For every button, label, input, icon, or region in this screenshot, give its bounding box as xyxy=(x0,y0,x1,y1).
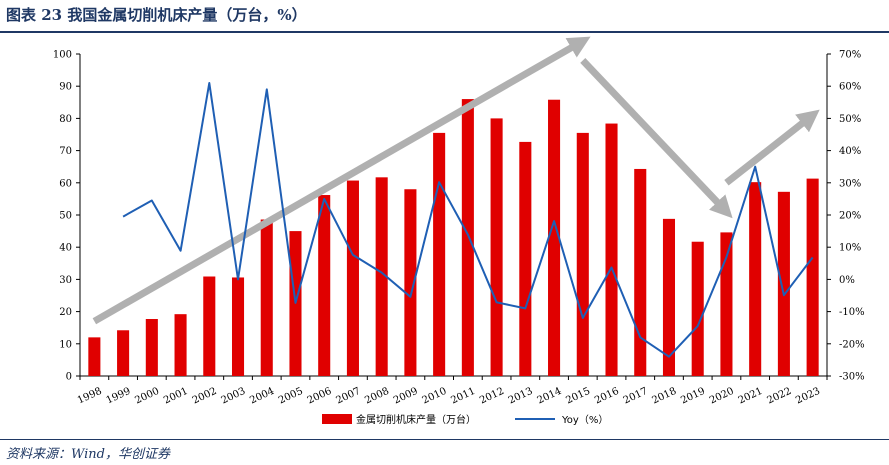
x-axis-tick-label: 2001 xyxy=(162,386,190,407)
bar xyxy=(490,118,503,377)
left-axis-tick-label: 30 xyxy=(59,275,72,286)
left-axis-tick-label: 20 xyxy=(59,307,72,318)
x-axis-tick-label: 2019 xyxy=(679,386,707,407)
bar xyxy=(519,141,532,376)
bar xyxy=(720,232,733,376)
left-axis-tick-label: 10 xyxy=(59,339,72,350)
bar xyxy=(375,177,388,376)
x-axis-tick-label: 2014 xyxy=(536,386,564,407)
x-axis-tick-label: 2006 xyxy=(306,386,334,407)
bar xyxy=(806,178,819,376)
x-axis-tick-label: 2008 xyxy=(363,386,391,407)
x-axis-tick-label: 2016 xyxy=(593,386,621,407)
footer-divider xyxy=(0,439,889,440)
trend-arrow xyxy=(724,109,820,186)
bar xyxy=(749,182,762,376)
bar xyxy=(346,180,359,376)
bar xyxy=(203,276,216,376)
line-series xyxy=(122,82,814,358)
x-axis-tick-label: 2013 xyxy=(507,386,535,407)
bar xyxy=(404,189,417,376)
right-axis-tick-label: 10% xyxy=(839,243,861,254)
right-axis-tick-label: -20% xyxy=(839,339,865,350)
bar xyxy=(605,123,618,376)
x-axis-tick-label: 2005 xyxy=(277,386,305,407)
right-axis-tick-label: 20% xyxy=(839,211,861,222)
left-axis-tick-label: 90 xyxy=(59,82,72,93)
x-axis-tick-label: 2023 xyxy=(794,386,822,407)
legend-label-bars: 金属切削机床产量（万台） xyxy=(356,413,476,426)
bar xyxy=(433,132,446,376)
bar xyxy=(88,337,101,376)
legend-label-line: Yoy（%） xyxy=(561,414,608,426)
x-axis-tick-label: 2004 xyxy=(248,386,276,407)
x-axis-tick-label: 2018 xyxy=(651,386,679,407)
x-axis-tick-label: 2009 xyxy=(392,386,420,407)
legend-swatch-bars xyxy=(322,414,352,424)
bar xyxy=(231,277,245,376)
right-axis-tick-label: -30% xyxy=(839,372,865,383)
x-axis-tick-label: 2020 xyxy=(708,386,736,407)
right-axis-tick-label: 70% xyxy=(839,50,861,61)
trend-arrow xyxy=(580,58,733,219)
bar xyxy=(691,241,704,376)
x-axis-tick-label: 2011 xyxy=(449,386,477,407)
bar xyxy=(318,195,331,376)
bar xyxy=(548,99,561,376)
left-axis-tick-label: 40 xyxy=(59,243,72,254)
legend: 金属切削机床产量（万台） Yoy（%） xyxy=(322,413,608,426)
bar xyxy=(174,314,187,376)
x-axis-tick-label: 2002 xyxy=(191,386,219,407)
bar xyxy=(576,132,589,376)
right-axis-tick-label: 40% xyxy=(839,146,861,157)
right-axis-tick-label: 50% xyxy=(839,114,861,125)
bar xyxy=(260,219,273,376)
bar xyxy=(634,168,647,376)
source-note: 资料来源：Wind，华创证券 xyxy=(6,447,170,462)
x-axis-tick-label: 2015 xyxy=(564,386,592,407)
x-axis-tick-label: 1999 xyxy=(105,386,133,407)
x-axis-tick-label: 2022 xyxy=(765,386,793,407)
chart: 0 10 20 30 40 50 60 70 80 90 100 -30% -20% -10% 0% 10% 2… xyxy=(53,36,865,426)
right-axis-tick-label: -10% xyxy=(839,307,865,318)
bar xyxy=(461,99,474,376)
x-axis-tick-label: 2012 xyxy=(478,386,506,407)
chart-axes xyxy=(76,53,831,380)
x-axis-tick-label: 2000 xyxy=(133,386,161,407)
right-axis-tick-label: 0% xyxy=(839,275,855,286)
right-axis-tick-label: 60% xyxy=(839,82,861,93)
x-axis-tick-label: 2007 xyxy=(334,386,362,407)
left-axis-tick-label: 100 xyxy=(53,50,72,61)
bar-series xyxy=(88,99,819,377)
chart-title: 图表 23 我国金属切削机床产量（万台，%） xyxy=(6,6,307,24)
bar xyxy=(117,330,130,376)
left-axis-tick-label: 80 xyxy=(59,114,72,125)
left-axis-tick-label: 50 xyxy=(59,211,72,222)
x-axis-tick-label: 2017 xyxy=(622,386,650,407)
x-axis-tick-label: 1998 xyxy=(76,386,104,407)
left-axis-tick-label: 60 xyxy=(59,178,72,189)
title-divider xyxy=(0,31,889,33)
bar xyxy=(145,319,158,376)
bar xyxy=(662,218,676,376)
right-axis-tick-label: 30% xyxy=(839,178,861,189)
left-axis-tick-label: 0 xyxy=(66,372,72,383)
x-axis-tick-label: 2021 xyxy=(737,386,765,407)
bar xyxy=(777,191,790,376)
x-axis-tick-label: 2003 xyxy=(220,386,248,407)
x-axis-tick-label: 2010 xyxy=(421,386,449,407)
left-axis-tick-label: 70 xyxy=(59,146,72,157)
trend-arrows xyxy=(92,36,820,325)
trend-arrow xyxy=(92,36,591,325)
